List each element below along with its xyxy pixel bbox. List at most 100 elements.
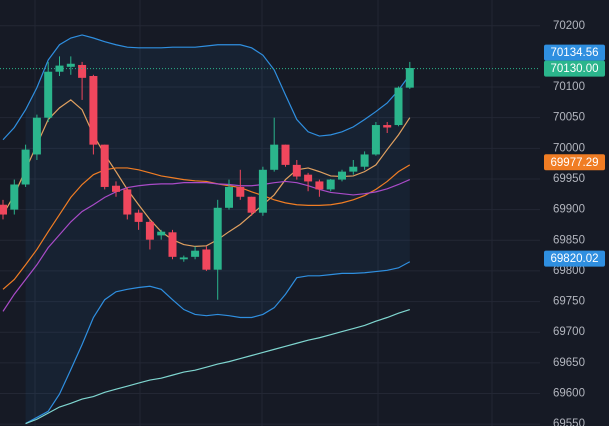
candle-body bbox=[258, 169, 267, 213]
candle-body bbox=[168, 232, 177, 257]
candle-body bbox=[292, 164, 301, 177]
y-tick-label: 70000 bbox=[553, 142, 585, 154]
price-label: 69977.29 bbox=[551, 157, 599, 169]
price-label-bg bbox=[544, 44, 605, 61]
candle-body bbox=[315, 181, 324, 190]
y-tick-label: 69600 bbox=[553, 388, 585, 400]
candle-body bbox=[213, 207, 222, 270]
y-tick-label: 69900 bbox=[553, 204, 585, 216]
candle-body bbox=[179, 257, 188, 260]
candle bbox=[157, 229, 166, 240]
candle bbox=[270, 117, 279, 172]
candle-body bbox=[55, 65, 64, 72]
price-label-bg bbox=[544, 60, 605, 77]
indicator-line bbox=[2, 164, 411, 290]
candle bbox=[292, 159, 301, 180]
price-label: 70134.56 bbox=[551, 47, 599, 59]
candle bbox=[78, 61, 87, 100]
candle bbox=[213, 199, 222, 300]
candle bbox=[360, 151, 369, 170]
candle bbox=[21, 144, 30, 187]
candle-body bbox=[270, 144, 279, 170]
y-tick-label: 69750 bbox=[553, 296, 585, 308]
candle bbox=[100, 144, 109, 190]
candle-body bbox=[349, 166, 358, 172]
candle bbox=[191, 246, 200, 260]
price-label-bg bbox=[544, 154, 605, 171]
candle bbox=[326, 178, 335, 192]
candle bbox=[405, 61, 414, 89]
candle-body bbox=[326, 179, 335, 190]
y-tick-label: 70050 bbox=[553, 112, 585, 124]
candle bbox=[179, 255, 188, 262]
candle-body bbox=[89, 76, 98, 145]
candle-body bbox=[0, 204, 7, 215]
time-grid bbox=[34, 0, 493, 426]
candle-body bbox=[157, 231, 166, 236]
candle bbox=[258, 166, 267, 216]
candle bbox=[315, 179, 324, 197]
candle bbox=[10, 179, 19, 215]
candle-body bbox=[281, 144, 290, 165]
y-tick-label: 70100 bbox=[553, 81, 585, 93]
price-label: 70130.00 bbox=[551, 63, 599, 75]
indicator-line bbox=[2, 34, 411, 141]
candle bbox=[202, 246, 211, 271]
candle bbox=[0, 199, 7, 220]
candle bbox=[225, 179, 233, 210]
y-tick-label: 70200 bbox=[553, 20, 585, 32]
candle bbox=[281, 144, 290, 167]
candle-body bbox=[371, 125, 380, 155]
indicator-line bbox=[25, 261, 411, 425]
price-label: 69820.02 bbox=[551, 253, 599, 265]
candle bbox=[247, 196, 256, 216]
candle bbox=[371, 121, 380, 156]
candle bbox=[123, 186, 132, 220]
candle-body bbox=[10, 184, 19, 210]
y-tick-label: 69850 bbox=[553, 234, 585, 246]
candle bbox=[349, 159, 358, 175]
candle bbox=[44, 61, 53, 122]
candle-body bbox=[21, 149, 30, 185]
candle-body bbox=[78, 64, 87, 78]
y-tick-label: 69700 bbox=[553, 326, 585, 338]
candle-body bbox=[394, 87, 403, 126]
candle bbox=[112, 181, 120, 197]
candle-body bbox=[236, 186, 245, 197]
y-tick-label: 69650 bbox=[553, 357, 585, 369]
indicator-line bbox=[2, 179, 411, 312]
candle bbox=[145, 219, 154, 250]
candle-body bbox=[338, 171, 346, 180]
candle-body bbox=[66, 63, 75, 67]
candle bbox=[168, 229, 177, 260]
candle-body bbox=[247, 196, 256, 213]
y-tick-label: 69950 bbox=[553, 173, 585, 185]
candle-body bbox=[225, 186, 233, 208]
candle-body bbox=[383, 125, 392, 128]
indicator-line bbox=[25, 308, 410, 425]
y-tick-label: 69550 bbox=[553, 418, 585, 426]
candle-body bbox=[304, 174, 313, 182]
candle-body bbox=[123, 189, 132, 215]
candle-body bbox=[202, 249, 211, 270]
candle bbox=[394, 86, 403, 127]
candle-body bbox=[134, 212, 143, 222]
candle-body bbox=[405, 68, 414, 88]
candle-body bbox=[100, 144, 109, 187]
candle-body bbox=[32, 117, 41, 155]
candle-body bbox=[145, 221, 154, 240]
candle bbox=[304, 172, 313, 192]
candle bbox=[55, 56, 64, 77]
y-tick-label: 69800 bbox=[553, 265, 585, 277]
price-label-bg bbox=[544, 250, 605, 267]
candle-body bbox=[191, 250, 200, 257]
candle bbox=[89, 74, 98, 155]
candle-body bbox=[360, 154, 369, 167]
candle bbox=[134, 209, 143, 230]
candle bbox=[338, 169, 346, 182]
candle-body bbox=[112, 185, 120, 192]
candle-body bbox=[44, 71, 53, 118]
candle bbox=[32, 114, 41, 160]
candle bbox=[383, 121, 392, 134]
